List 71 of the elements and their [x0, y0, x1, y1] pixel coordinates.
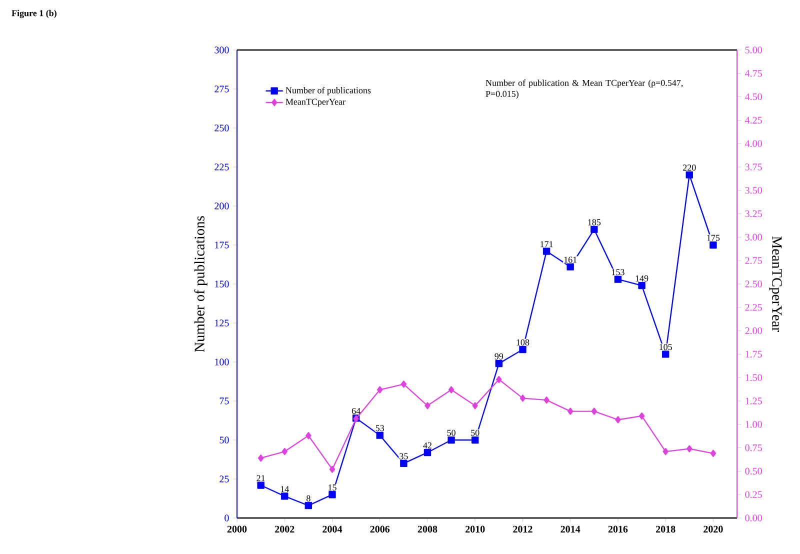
legend-label: Number of publications	[286, 86, 371, 96]
text: Figure 1 (b)	[12, 10, 56, 18]
y2-tick-label: 4.00	[745, 140, 762, 147]
x-tick-label: 2016	[608, 526, 628, 533]
data-label: 161	[564, 256, 577, 263]
x-tick-label: 2008	[418, 526, 438, 533]
data-label: 8	[306, 495, 310, 502]
data-label: 42	[423, 442, 432, 448]
y-tick-label: 175	[215, 242, 229, 248]
data-label: 153	[612, 269, 624, 276]
legend-label: MeanTCperYear	[286, 98, 346, 107]
data-label: 64	[352, 408, 360, 414]
x-tick-label: 2006	[370, 526, 390, 533]
y-tick-label: 225	[214, 164, 229, 170]
y-tick-label: 275	[214, 86, 229, 92]
data-label: 175	[707, 234, 720, 241]
y-tick-label: 150	[215, 280, 229, 288]
data-label: 185	[588, 219, 601, 226]
y2-tick-label: 1.00	[746, 421, 762, 428]
y2-tick-label: 0.25	[745, 491, 762, 498]
y2-tick-label: 2.00	[745, 327, 762, 334]
y2-tick-label: 1.75	[746, 350, 762, 358]
data-label: 108	[516, 339, 530, 346]
y-tick-label: 0	[224, 514, 229, 522]
data-label: 21	[256, 475, 265, 482]
data-label: 149	[636, 275, 648, 282]
y2-tick-label: 3.50	[745, 187, 762, 194]
y2-tick-label: 4.75	[745, 70, 762, 77]
y2-tick-label: 4.25	[745, 116, 762, 124]
y2-tick-label: 0.50	[745, 468, 762, 475]
data-label: 105	[660, 344, 672, 350]
y2-tick-label: 5.00	[745, 46, 762, 54]
data-label: 99	[494, 353, 504, 360]
y-tick-label: 100	[215, 358, 229, 366]
x-tick-label: 2010	[466, 526, 485, 533]
data-label: 50	[447, 430, 456, 436]
y2-tick-label: 2.25	[745, 304, 762, 311]
data-label: 53	[376, 425, 384, 432]
x-tick-label: 2020	[704, 526, 723, 533]
data-label: 50	[471, 430, 480, 436]
data-label: 171	[540, 241, 553, 248]
x-tick-label: 2014	[560, 526, 580, 533]
data-label: 35	[400, 453, 408, 460]
data-label: 15	[328, 484, 336, 491]
annotation: Number of publication & Mean TCperYear (ρ=0.547, P=0.015)	[486, 80, 683, 99]
y2-tick-label: 3.00	[745, 234, 762, 241]
data-label: 14	[280, 486, 289, 492]
x-tick-label: 2004	[322, 526, 342, 533]
x-tick-label: 2018	[656, 526, 676, 533]
y2-tick-label: 1.25	[746, 398, 762, 404]
x-tick-label: 2012	[513, 526, 532, 533]
x-tick-label: 2002	[275, 526, 294, 533]
y2-axis-title: MeanTCperYear	[769, 236, 782, 332]
y-tick-label: 25	[220, 476, 229, 482]
y2-tick-label: 2.50	[745, 280, 762, 288]
y-tick-label: 300	[214, 46, 229, 54]
y2-tick-label: 4.50	[745, 93, 762, 100]
y-tick-label: 50	[220, 436, 229, 444]
y-axis-title: Number of publications	[194, 216, 208, 352]
y2-tick-label: 3.25	[745, 210, 762, 218]
y-tick-label: 125	[215, 320, 229, 326]
y2-tick-label: 1.50	[746, 374, 762, 381]
x-tick-label: 2000	[227, 526, 247, 533]
y2-tick-label: 2.75	[745, 257, 762, 264]
y-tick-label: 75	[220, 398, 229, 404]
data-label: 220	[683, 164, 696, 171]
y-tick-label: 250	[214, 124, 229, 132]
y-tick-label: 200	[214, 202, 229, 210]
y2-tick-label: 0.00	[745, 514, 762, 522]
y2-tick-label: 0.75	[745, 444, 762, 452]
y2-tick-label: 3.75	[745, 164, 762, 170]
